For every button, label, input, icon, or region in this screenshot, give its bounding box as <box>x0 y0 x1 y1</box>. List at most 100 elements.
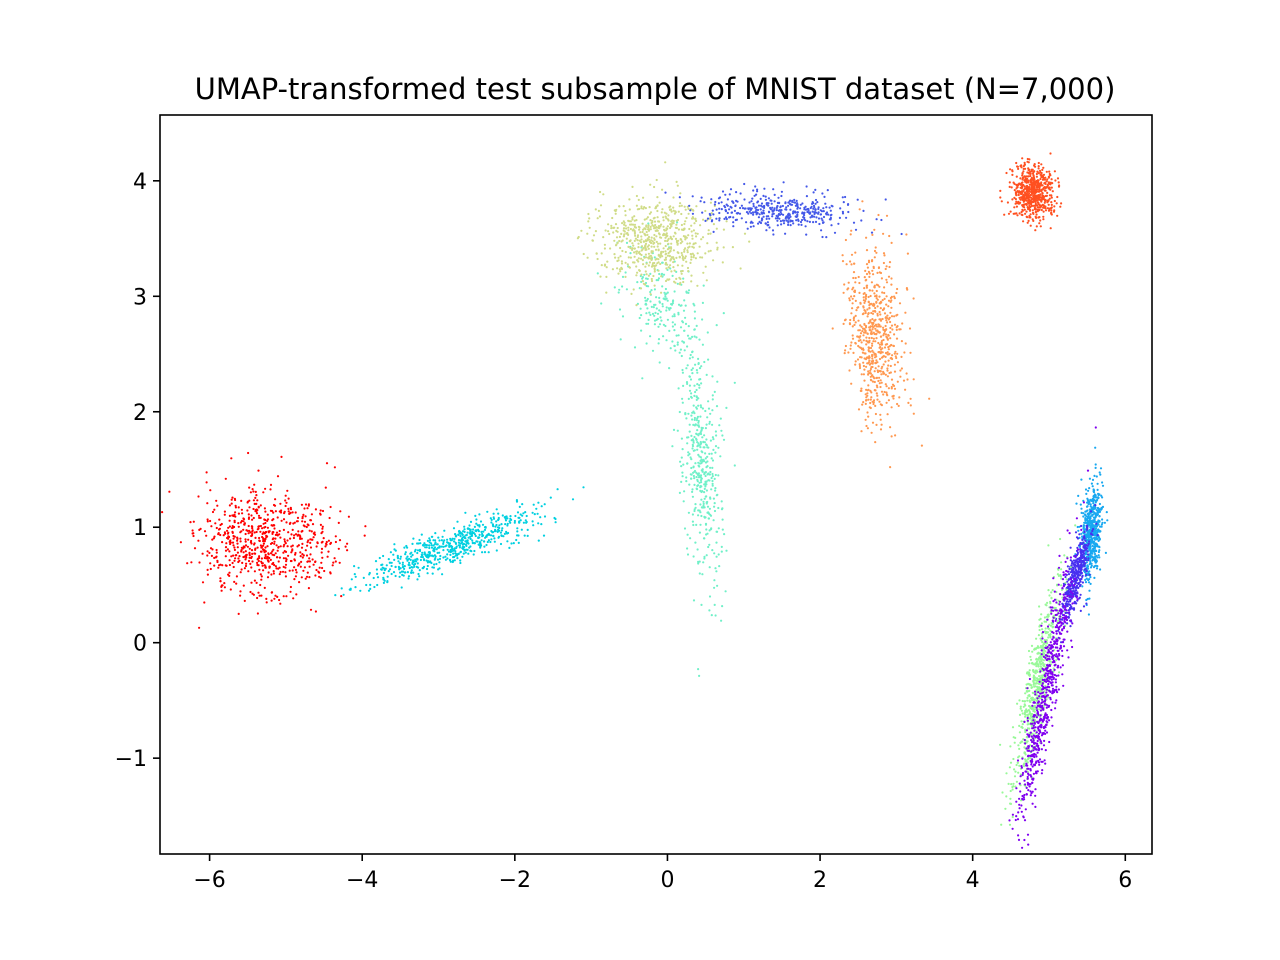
data-point <box>695 398 698 401</box>
data-point <box>667 266 670 269</box>
data-point <box>216 560 219 564</box>
data-point <box>877 325 881 328</box>
data-point <box>689 378 693 381</box>
data-point <box>403 546 406 549</box>
data-point <box>691 490 694 493</box>
data-point <box>900 340 904 343</box>
data-point <box>676 343 679 346</box>
data-point <box>880 341 883 344</box>
data-point <box>461 533 464 537</box>
data-point <box>403 565 406 568</box>
data-point <box>492 516 495 519</box>
data-point <box>1042 215 1045 218</box>
data-point <box>709 412 712 415</box>
data-point <box>1069 625 1072 628</box>
data-point <box>1085 598 1088 602</box>
data-point <box>621 239 624 242</box>
data-point <box>701 573 704 576</box>
data-point <box>791 200 794 203</box>
data-point <box>1035 213 1038 216</box>
data-point <box>888 234 891 238</box>
data-point <box>885 281 889 284</box>
data-point <box>1032 185 1035 188</box>
data-point <box>880 404 884 407</box>
data-point <box>659 256 662 259</box>
data-point <box>209 547 213 550</box>
data-point <box>867 361 871 364</box>
data-point <box>526 534 529 538</box>
data-point <box>720 201 723 204</box>
data-point <box>278 556 281 559</box>
data-point <box>638 207 641 211</box>
data-point <box>643 218 646 221</box>
data-point <box>721 518 724 521</box>
data-point <box>661 255 664 258</box>
data-point <box>871 380 875 383</box>
data-point <box>865 336 868 339</box>
data-point <box>1091 555 1094 558</box>
data-point <box>401 561 404 564</box>
data-point <box>266 555 269 558</box>
data-point <box>732 221 735 224</box>
data-point <box>895 356 898 360</box>
data-point <box>713 603 716 607</box>
data-point <box>805 195 809 198</box>
data-point <box>1093 556 1097 560</box>
data-point <box>674 349 677 352</box>
data-point <box>255 502 258 505</box>
data-point <box>657 338 661 341</box>
data-point <box>807 209 810 212</box>
data-point <box>220 584 223 587</box>
data-point <box>768 226 771 229</box>
data-point <box>696 371 699 374</box>
data-point <box>701 436 704 439</box>
data-point <box>709 497 712 500</box>
data-point <box>219 523 222 527</box>
data-point <box>885 385 888 388</box>
data-point <box>253 552 256 555</box>
data-point <box>614 223 618 226</box>
data-point <box>685 260 688 263</box>
data-point <box>378 556 381 560</box>
data-point <box>467 536 470 539</box>
data-point <box>295 571 298 574</box>
data-point <box>683 257 687 260</box>
data-point <box>224 555 227 558</box>
data-point <box>246 509 249 512</box>
data-point <box>892 344 896 348</box>
data-point <box>1013 196 1016 199</box>
data-point <box>696 417 699 420</box>
data-point <box>1016 214 1019 217</box>
data-point <box>635 204 639 207</box>
data-point <box>871 318 874 321</box>
data-point <box>582 486 585 489</box>
data-point <box>1028 215 1031 218</box>
data-point <box>1000 200 1003 203</box>
data-point <box>520 528 523 531</box>
data-point <box>695 324 698 327</box>
data-point <box>649 313 652 316</box>
data-point <box>346 542 349 545</box>
data-point <box>273 563 276 567</box>
data-point <box>168 490 171 493</box>
data-point <box>811 215 814 218</box>
data-point <box>239 571 242 574</box>
data-point <box>424 553 427 556</box>
data-point <box>468 546 471 549</box>
data-point <box>631 242 634 245</box>
data-point <box>701 506 705 509</box>
data-point <box>653 267 656 270</box>
data-point <box>879 271 883 275</box>
data-point <box>301 553 304 556</box>
data-point <box>771 229 775 232</box>
data-point <box>858 363 861 366</box>
data-point <box>907 401 910 404</box>
data-point <box>714 451 717 454</box>
data-point <box>293 566 296 569</box>
data-point <box>283 540 286 543</box>
data-point <box>657 242 660 245</box>
data-point <box>1050 186 1053 189</box>
data-point <box>860 325 863 328</box>
data-point <box>1095 567 1099 570</box>
data-point <box>875 376 878 380</box>
